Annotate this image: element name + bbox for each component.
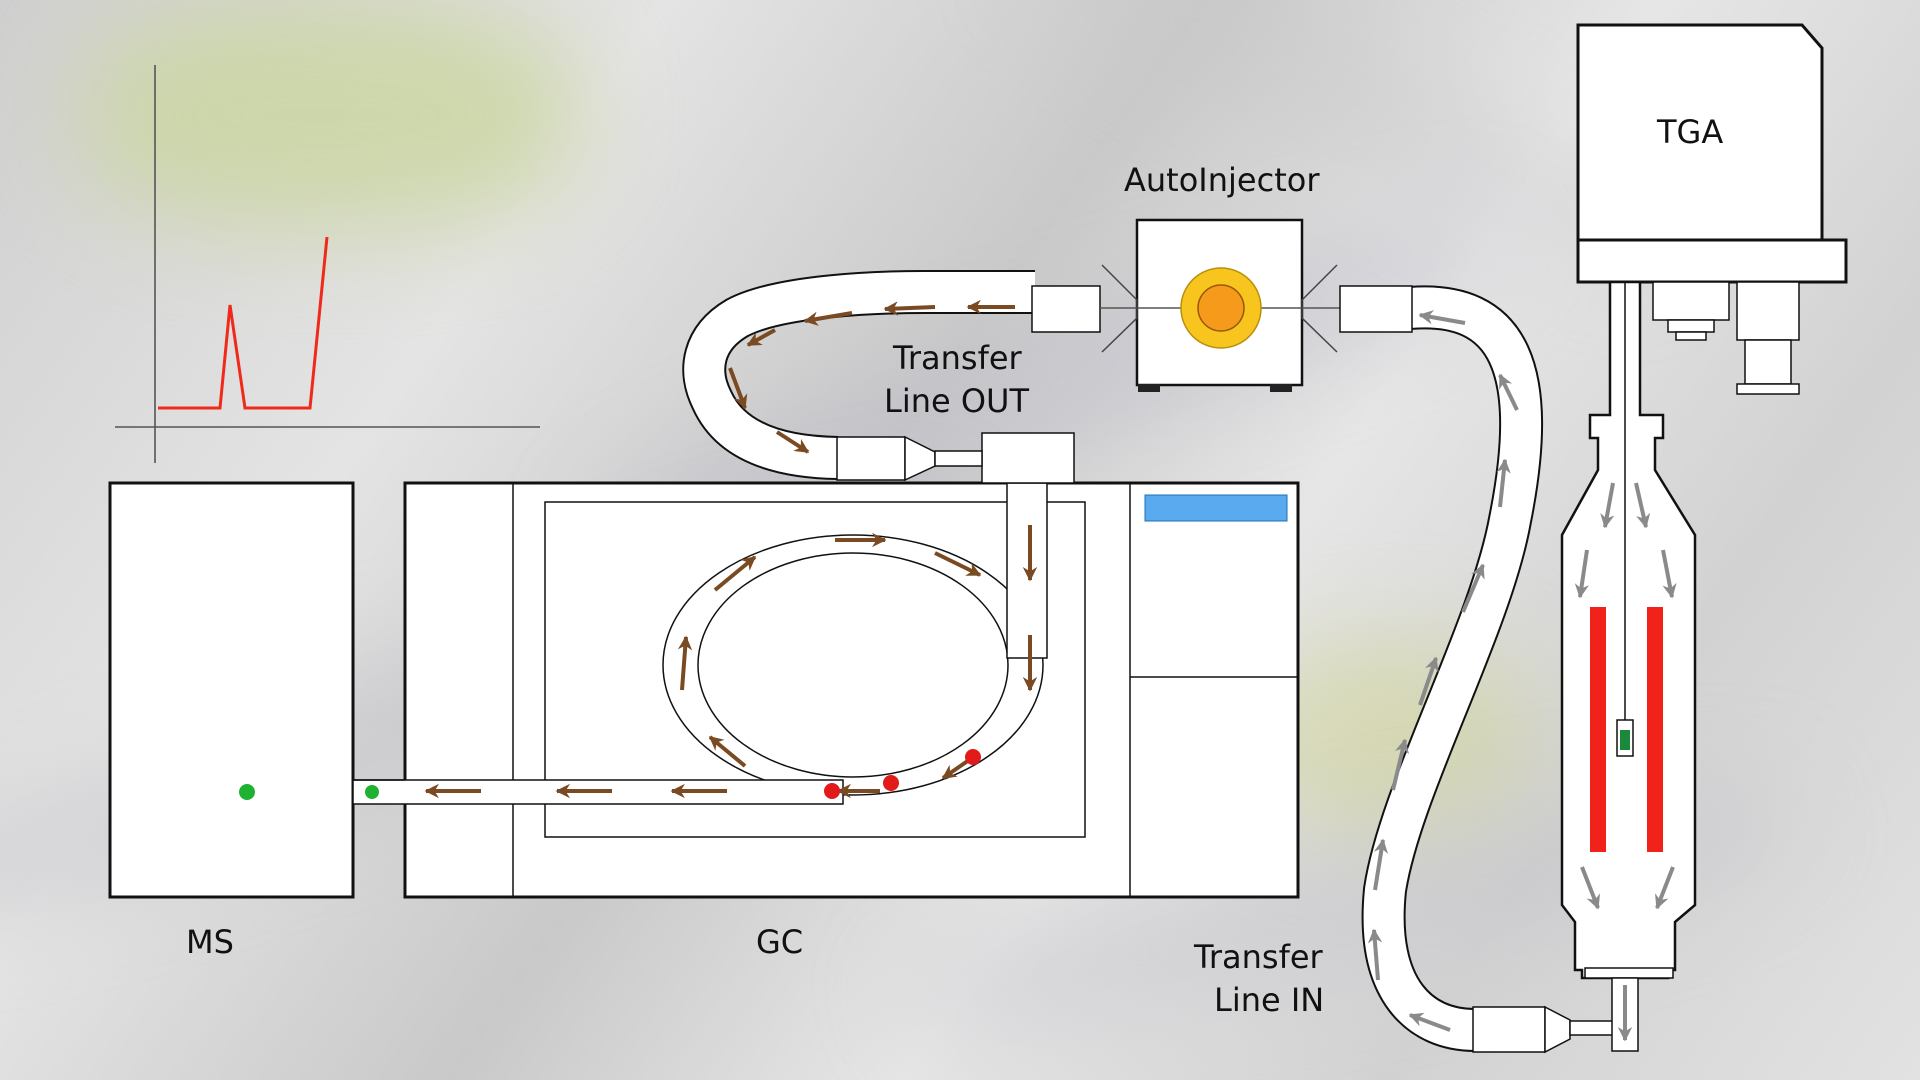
transfer-line-in xyxy=(1339,285,1621,1054)
arrow-icon xyxy=(934,551,982,577)
autoinjector-label: AutoInjector xyxy=(1124,161,1320,199)
arrow-icon xyxy=(1634,482,1651,529)
arrow-icon xyxy=(746,328,776,347)
sample-dot xyxy=(883,775,899,791)
arrow-icon xyxy=(708,735,747,768)
arrow-icon xyxy=(1498,373,1519,411)
arrow-icon xyxy=(677,635,693,691)
sample-dot xyxy=(965,749,981,765)
eluted-sample-dot xyxy=(239,784,255,800)
autoinjector-unit xyxy=(1100,218,1340,392)
gc-column-coil xyxy=(662,534,1044,796)
arrow-icon xyxy=(883,301,936,316)
injector-port-inner xyxy=(1197,284,1245,332)
arrow-icon xyxy=(1580,866,1600,910)
transfer-line-out-label-2: Line OUT xyxy=(884,382,1029,420)
transfer-line-in-label-2: Line IN xyxy=(1214,981,1324,1019)
eluted-sample-dot-interface xyxy=(365,785,379,799)
arrow-icon xyxy=(803,311,853,326)
arrow-icon xyxy=(1418,310,1466,325)
gc-inlet-block xyxy=(981,432,1075,484)
transfer-line-in-label-1: Transfer xyxy=(1193,938,1324,976)
arrow-icon xyxy=(1461,563,1485,613)
furnace-heater-left xyxy=(1590,607,1606,852)
arrow-icon xyxy=(775,430,810,454)
gc-label: GC xyxy=(756,923,803,961)
gc-inlet-line xyxy=(1006,482,1048,659)
tga-label: TGA xyxy=(1656,113,1723,151)
arrow-icon xyxy=(1496,458,1511,508)
gc-instrument xyxy=(352,432,1300,899)
tga-instrument xyxy=(1560,23,1848,1052)
sample-dot xyxy=(824,783,840,799)
gc-flow-arrows xyxy=(424,525,1038,799)
arrow-icon xyxy=(1408,1012,1451,1032)
transfer-line-out-label-1: Transfer xyxy=(892,339,1023,377)
arrow-icon xyxy=(1655,866,1675,910)
tga-base-plate xyxy=(1576,238,1848,284)
gc-display xyxy=(1144,494,1288,522)
arrow-icon xyxy=(1600,482,1615,529)
furnace-heater-right xyxy=(1647,607,1663,852)
tga-furnace xyxy=(1560,280,1697,980)
arrow-icon xyxy=(1418,656,1439,706)
ms-instrument xyxy=(108,481,355,899)
arrow-icon xyxy=(713,555,757,592)
arrow-icon xyxy=(1661,549,1677,599)
transfer-line-out xyxy=(682,270,1101,482)
arrow-icon xyxy=(1367,928,1383,981)
arrow-icon xyxy=(728,367,748,410)
ms-body xyxy=(108,481,355,899)
arrow-icon xyxy=(1574,549,1590,599)
plot-signal-line xyxy=(158,236,329,410)
arrow-icon xyxy=(1373,838,1389,891)
ms-label: MS xyxy=(186,923,234,961)
arrow-icon xyxy=(1391,738,1409,791)
chromatogram-plot-icon xyxy=(115,65,540,463)
